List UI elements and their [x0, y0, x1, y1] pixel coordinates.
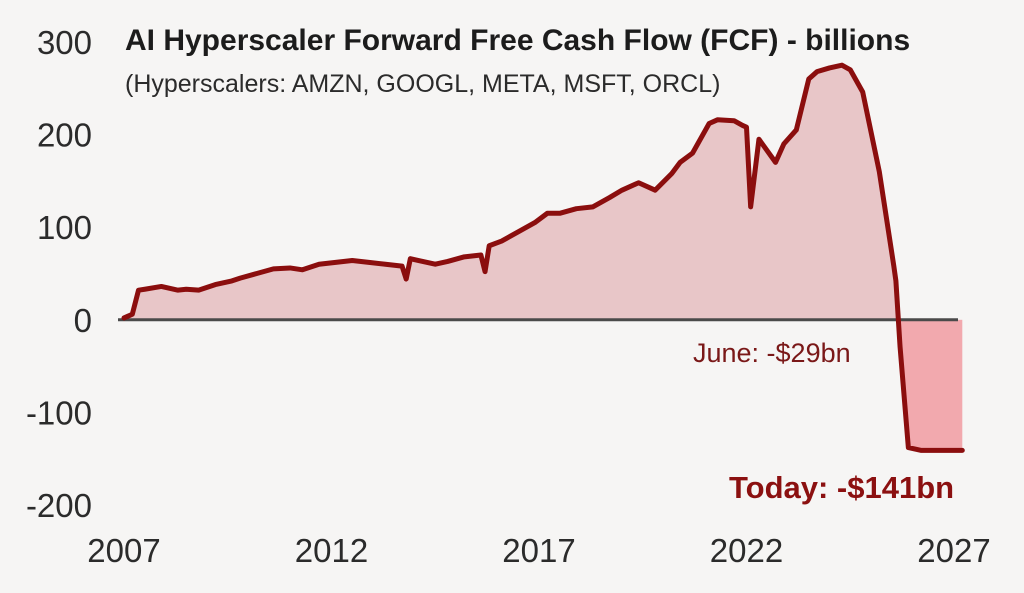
- x-tick-label: 2017: [502, 532, 575, 569]
- series-line-fcf: [121, 62, 965, 453]
- annotation-today: Today: -$141bn: [729, 470, 954, 505]
- line-layer: [121, 62, 965, 453]
- x-tick-label: 2007: [87, 532, 160, 569]
- area-positive: [124, 65, 963, 320]
- chart-title: AI Hyperscaler Forward Free Cash Flow (F…: [125, 24, 910, 57]
- area-layer: [124, 65, 963, 451]
- y-tick-label: -200: [26, 487, 92, 524]
- y-tick-label: 300: [37, 24, 92, 61]
- y-tick-label: 100: [37, 209, 92, 246]
- y-tick-label: 200: [37, 117, 92, 154]
- x-tick-label: 2022: [710, 532, 783, 569]
- x-axis-ticks: 2007 2012 2017 2022 2027: [87, 532, 990, 569]
- chart-subtitle: (Hyperscalers: AMZN, GOOGL, META, MSFT, …: [125, 70, 720, 98]
- y-tick-label: -100: [26, 394, 92, 431]
- y-tick-label: 0: [74, 302, 92, 339]
- x-tick-label: 2027: [917, 532, 990, 569]
- x-tick-label: 2012: [295, 532, 368, 569]
- y-axis-ticks: 300 200 100 0 -100 -200: [26, 24, 92, 524]
- annotation-june: June: -$29bn: [693, 338, 851, 368]
